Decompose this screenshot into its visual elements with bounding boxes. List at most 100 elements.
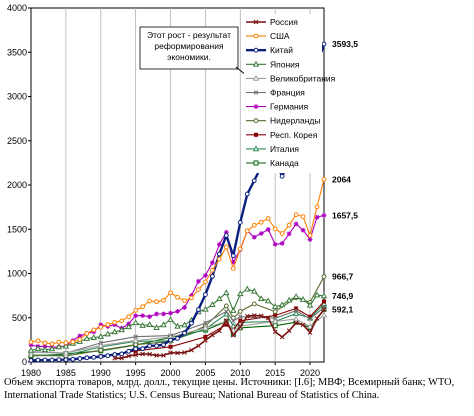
annotation-box <box>139 26 239 70</box>
legend-label: Россия <box>270 17 298 27</box>
data-point <box>286 222 292 228</box>
data-point <box>216 295 223 302</box>
data-point <box>63 340 69 346</box>
x-tick-label: 1980 <box>21 368 41 376</box>
end-label: 1657,5 <box>332 210 358 220</box>
data-point <box>279 173 285 179</box>
end-label: 3593,5 <box>332 39 358 49</box>
data-point <box>321 176 327 182</box>
data-point <box>230 259 236 265</box>
data-point <box>161 298 166 303</box>
data-point <box>140 304 146 310</box>
legend-label: Великобритания <box>270 73 336 83</box>
data-point <box>223 244 229 250</box>
data-point <box>147 314 152 320</box>
legend-swatch-marker <box>254 132 258 137</box>
data-point <box>216 241 222 247</box>
data-point <box>307 316 313 322</box>
data-point <box>140 351 145 357</box>
data-point <box>250 287 258 294</box>
y-tick-label: 1000 <box>7 269 27 279</box>
data-point <box>272 241 278 247</box>
data-point <box>244 313 250 319</box>
data-point <box>133 346 139 352</box>
data-point <box>48 345 56 352</box>
legend-item: США <box>246 31 290 41</box>
caption-line-2: International Trade Statistics; U.S. Cen… <box>4 390 380 401</box>
legend-swatch-marker <box>252 74 260 81</box>
data-point <box>251 313 257 318</box>
data-point <box>223 318 229 323</box>
legend-item: Нидерланды <box>246 116 320 126</box>
legend-swatch-marker <box>253 33 259 39</box>
data-point <box>126 353 132 359</box>
data-point <box>237 308 243 314</box>
data-point <box>292 293 300 299</box>
data-point <box>237 219 243 225</box>
data-point <box>224 322 229 327</box>
legend-swatch-marker <box>253 118 259 124</box>
annotation-text: Этот рост - результат <box>147 30 231 40</box>
data-point <box>154 343 159 349</box>
x-tick-label: 1990 <box>91 368 111 376</box>
legend-label: США <box>270 31 290 41</box>
data-point <box>292 315 300 322</box>
data-point <box>272 226 278 232</box>
data-point <box>63 357 69 363</box>
data-point <box>91 354 97 360</box>
data-point <box>181 321 188 328</box>
data-point <box>209 260 215 266</box>
legend-label: Франция <box>270 88 305 98</box>
y-tick-label: 0 <box>22 357 27 367</box>
data-point <box>223 289 230 296</box>
data-point <box>168 344 173 349</box>
data-point <box>133 313 139 319</box>
data-point <box>321 307 327 312</box>
end-label: 2064 <box>332 174 351 184</box>
data-point <box>279 334 285 340</box>
data-point <box>251 178 257 184</box>
data-point <box>278 301 286 308</box>
data-point <box>168 290 173 296</box>
legend-swatch-marker <box>253 104 259 109</box>
legend-item: Респ. Корея <box>246 130 318 140</box>
data-point <box>230 253 236 259</box>
y-tick-label: 4000 <box>7 3 27 13</box>
data-point <box>56 339 62 345</box>
data-point <box>257 295 265 302</box>
data-point <box>182 350 187 355</box>
legend-label: Япония <box>270 59 300 69</box>
data-point <box>223 229 229 235</box>
data-point <box>27 346 35 353</box>
x-tick-label: 2000 <box>161 368 181 376</box>
data-point <box>111 328 118 335</box>
data-point <box>35 357 41 363</box>
data-point <box>238 318 243 323</box>
data-point <box>77 333 83 339</box>
legend-swatch-marker <box>253 160 259 166</box>
data-point <box>203 334 208 339</box>
series-США <box>28 176 327 347</box>
data-point <box>167 316 174 322</box>
data-point <box>42 357 48 363</box>
data-point <box>294 306 299 311</box>
data-point <box>147 298 152 304</box>
data-point <box>34 345 42 351</box>
data-point <box>279 241 285 246</box>
data-point <box>271 317 279 324</box>
series-line <box>30 276 325 357</box>
data-point <box>251 234 257 240</box>
data-point <box>189 295 194 301</box>
data-point <box>223 309 229 314</box>
data-point <box>62 342 70 349</box>
data-point <box>112 352 118 357</box>
data-point <box>133 342 139 348</box>
data-point <box>160 321 167 328</box>
data-point <box>308 314 313 319</box>
data-point <box>84 355 90 361</box>
data-point <box>203 273 208 278</box>
data-point <box>112 319 118 325</box>
data-point <box>56 357 62 363</box>
x-tick-label: 2015 <box>265 368 285 376</box>
data-point <box>161 353 166 358</box>
